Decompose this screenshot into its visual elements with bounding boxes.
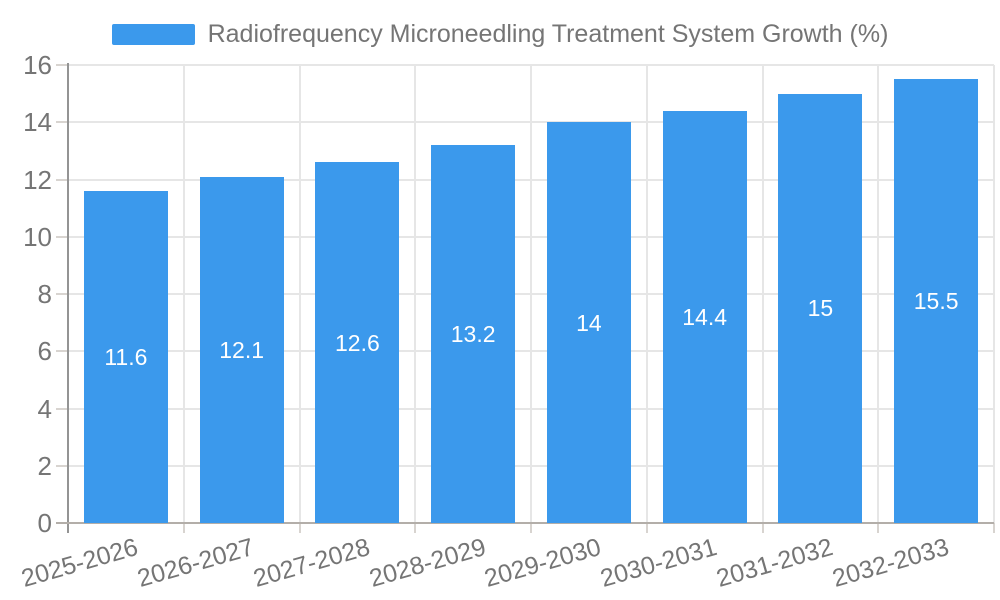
bar[interactable]	[662, 110, 747, 523]
y-axis-tick	[56, 121, 68, 124]
x-gridline	[298, 65, 301, 523]
bar[interactable]	[83, 190, 168, 523]
x-axis-tick	[993, 523, 995, 533]
y-axis-tick	[56, 64, 68, 66]
y-axis-tick	[56, 464, 68, 467]
x-axis-tick-label: 2027-2028	[250, 533, 373, 593]
y-axis-line	[67, 63, 69, 533]
x-gridline	[645, 65, 648, 523]
y-axis-tick-label: 14	[23, 107, 52, 138]
bar[interactable]	[431, 145, 516, 523]
bar-value-label: 12.1	[219, 336, 264, 363]
legend-swatch	[111, 24, 195, 45]
y-axis-tick-label: 8	[37, 279, 52, 309]
bar[interactable]	[315, 162, 400, 523]
x-axis-tick	[414, 523, 417, 533]
y-axis-tick-label: 0	[37, 508, 52, 538]
bar-value-label: 15.5	[913, 288, 959, 315]
legend-item[interactable]: Radiofrequency Microneedling Treatment S…	[0, 20, 1000, 49]
x-axis-tick	[761, 523, 764, 533]
x-gridline	[761, 65, 764, 523]
x-axis-tick	[877, 523, 880, 533]
y-axis-tick	[56, 350, 68, 353]
x-gridline	[877, 65, 880, 523]
bar[interactable]	[894, 79, 979, 523]
x-axis-tick-label: 2030-2031	[597, 533, 721, 593]
y-axis-tick-label: 10	[23, 221, 52, 252]
y-axis-tick	[56, 178, 68, 181]
bar-value-label: 11.6	[104, 343, 148, 370]
bar[interactable]	[778, 93, 863, 523]
x-gridline	[182, 65, 185, 523]
bar-value-label: 12.6	[334, 329, 380, 356]
x-axis-tick	[298, 523, 301, 533]
x-axis-line	[56, 522, 994, 524]
x-axis-tick-label: 2028-2029	[365, 533, 489, 593]
x-axis-tick	[182, 523, 185, 533]
x-axis-tick-label: 2026-2027	[134, 533, 258, 593]
x-gridline	[993, 65, 995, 523]
x-axis-tick-label: 2025-2026	[18, 533, 142, 593]
x-axis-tick	[645, 523, 648, 533]
bar-value-label: 14.4	[682, 303, 727, 330]
y-axis-tick-label: 2	[37, 450, 52, 481]
x-axis-tick	[530, 523, 532, 533]
bar[interactable]	[199, 176, 284, 523]
y-axis-tick	[56, 293, 68, 295]
x-gridline	[530, 65, 532, 523]
legend-label: Radiofrequency Microneedling Treatment S…	[207, 20, 889, 48]
bar-value-label: 14	[576, 309, 602, 336]
bar-value-label: 15	[807, 295, 834, 322]
y-axis-tick	[56, 407, 68, 410]
x-axis-tick-label: 2029-2030	[481, 533, 605, 593]
bar[interactable]	[546, 122, 631, 523]
y-axis-tick	[56, 235, 68, 238]
y-axis-tick-label: 4	[37, 393, 52, 424]
x-gridline	[414, 65, 417, 523]
y-axis-tick-label: 12	[23, 164, 52, 195]
y-axis-tick-label: 16	[23, 50, 52, 80]
y-axis-tick-label: 6	[37, 336, 52, 367]
x-axis-tick-label: 2032-2033	[828, 533, 952, 593]
bar-value-label: 13.2	[450, 321, 496, 348]
x-axis-tick-label: 2031-2032	[713, 533, 836, 593]
